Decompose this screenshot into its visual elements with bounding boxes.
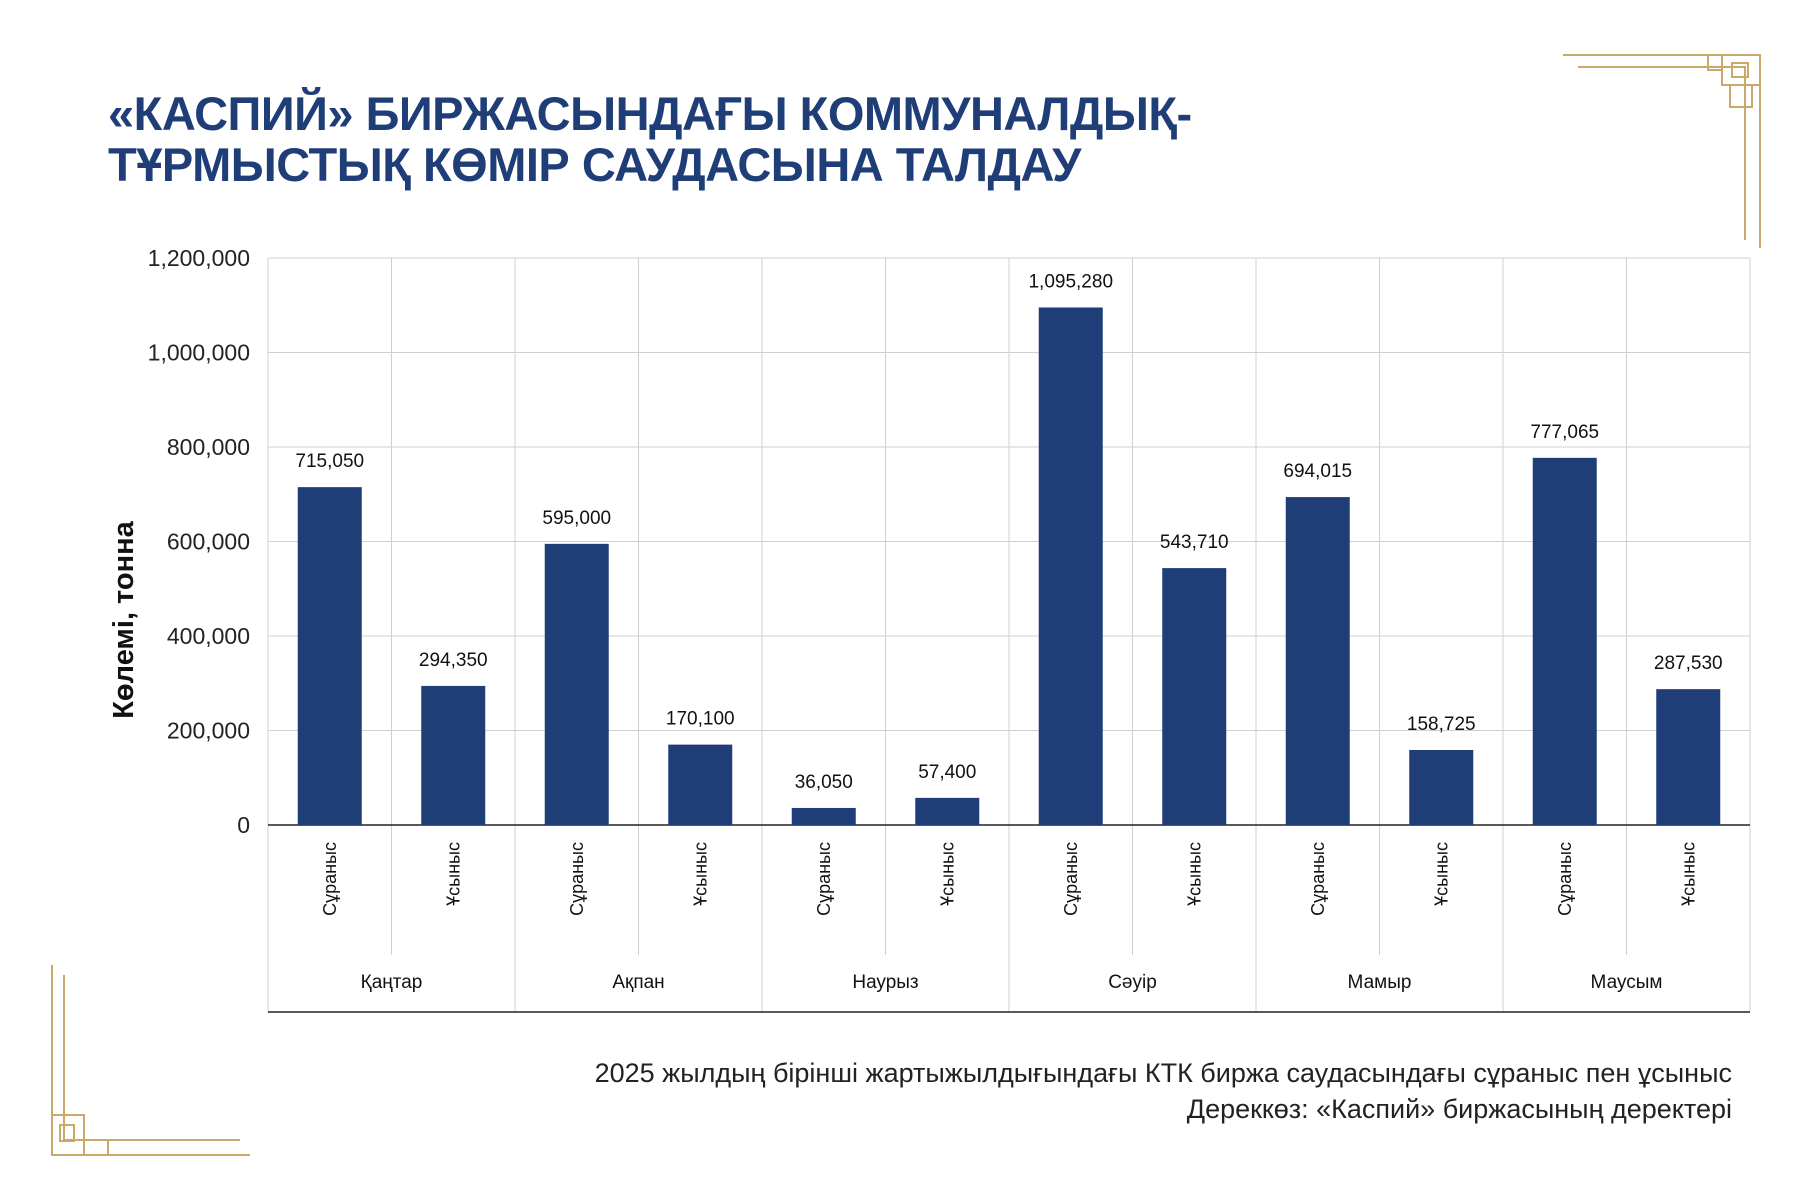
page-title-line-2: ТҰРМЫСТЫҚ КӨМІР САУДАСЫНА ТАЛДАУ bbox=[108, 138, 1081, 191]
bar-category-label: Сұраныс bbox=[320, 842, 340, 916]
bar-category-label: Ұсыныс bbox=[690, 842, 710, 906]
bar bbox=[1162, 568, 1227, 825]
bar-value-label: 777,065 bbox=[1530, 422, 1599, 443]
group-label: Ақпан bbox=[612, 972, 664, 993]
group-label: Сәуір bbox=[1108, 972, 1157, 993]
bar bbox=[1038, 307, 1103, 825]
bar bbox=[1285, 497, 1350, 825]
bar bbox=[1409, 750, 1474, 825]
bar bbox=[791, 807, 856, 825]
chart-caption: 2025 жылдың бірінші жартыжылдығындағы КТ… bbox=[595, 1055, 1732, 1127]
y-tick-label: 800,000 bbox=[167, 434, 250, 460]
bar bbox=[915, 797, 980, 825]
bar-category-label: Ұсыныс bbox=[443, 842, 463, 906]
bar bbox=[668, 744, 733, 825]
group-label: Маусым bbox=[1591, 972, 1663, 993]
bar-value-label: 294,350 bbox=[419, 650, 488, 671]
bar-category-label: Ұсыныс bbox=[1678, 842, 1698, 906]
y-tick-label: 200,000 bbox=[167, 718, 250, 744]
bar-value-label: 1,095,280 bbox=[1028, 271, 1113, 292]
bar bbox=[544, 543, 609, 825]
bar-value-label: 158,725 bbox=[1407, 714, 1476, 735]
bar-category-label: Сұраныс bbox=[1061, 842, 1081, 916]
group-label: Қаңтар bbox=[361, 972, 423, 993]
bar-category-label: Сұраныс bbox=[1308, 842, 1328, 916]
bar bbox=[1656, 689, 1721, 825]
page-title-line-1: «КАСПИЙ» БИРЖАСЫНДАҒЫ КОММУНАЛДЫҚ- bbox=[108, 87, 1192, 140]
caption-source: Дереккөз: «Каспий» биржасының деректері bbox=[1186, 1094, 1732, 1124]
bar bbox=[1532, 457, 1597, 825]
bar-value-label: 595,000 bbox=[542, 508, 611, 529]
y-tick-label: 1,000,000 bbox=[148, 340, 250, 366]
y-tick-label: 600,000 bbox=[167, 529, 250, 555]
bar-category-label: Ұсыныс bbox=[1431, 842, 1451, 906]
bar-category-label: Сұраныс bbox=[567, 842, 587, 916]
y-tick-label: 1,200,000 bbox=[148, 245, 250, 271]
bar-value-label: 36,050 bbox=[795, 772, 853, 793]
bar bbox=[297, 487, 362, 825]
y-tick-label: 0 bbox=[237, 812, 250, 838]
bar-value-label: 170,100 bbox=[666, 709, 735, 730]
bar-category-label: Сұраныс bbox=[1555, 842, 1575, 916]
bar-value-label: 715,050 bbox=[295, 451, 364, 472]
bar-value-label: 57,400 bbox=[918, 762, 976, 783]
group-label: Мамыр bbox=[1348, 972, 1412, 993]
bar bbox=[421, 685, 486, 825]
bar-category-label: Ұсыныс bbox=[937, 842, 957, 906]
bar-value-label: 694,015 bbox=[1283, 461, 1352, 482]
group-label: Наурыз bbox=[852, 972, 918, 993]
caption-line-1: 2025 жылдың бірінші жартыжылдығындағы КТ… bbox=[594, 1058, 1732, 1088]
y-tick-label: 400,000 bbox=[167, 623, 250, 649]
y-axis-label: Көлемі, тонна bbox=[108, 520, 140, 718]
bar-value-label: 287,530 bbox=[1654, 653, 1723, 674]
bar-category-label: Сұраныс bbox=[814, 842, 834, 916]
bar-value-label: 543,710 bbox=[1160, 532, 1229, 553]
bar-category-label: Ұсыныс bbox=[1184, 842, 1204, 906]
page-title: «КАСПИЙ» БИРЖАСЫНДАҒЫ КОММУНАЛДЫҚ- ТҰРМЫ… bbox=[108, 88, 1408, 190]
